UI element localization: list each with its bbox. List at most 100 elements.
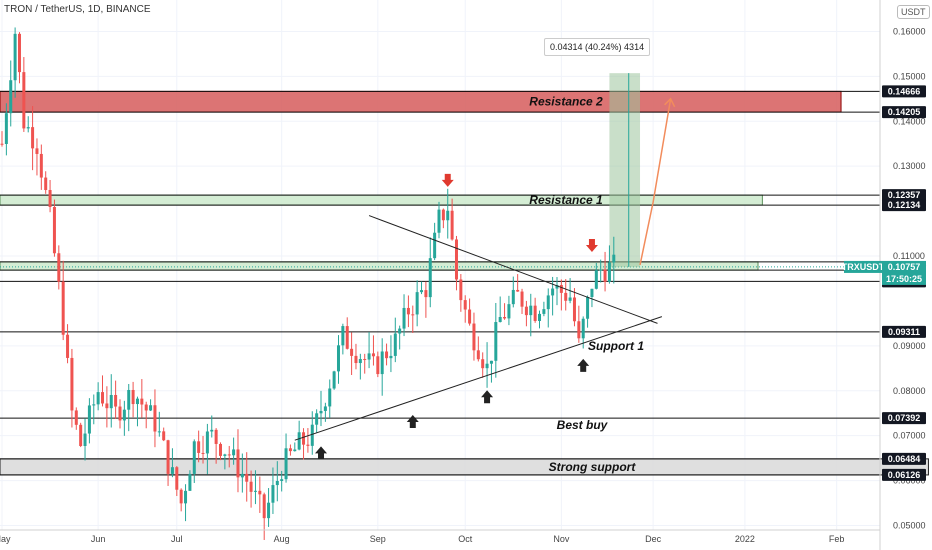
candle-body [135, 398, 139, 405]
candle-body [328, 388, 332, 407]
candle-body [503, 317, 507, 319]
candle-body [175, 467, 179, 490]
candle-body [118, 406, 122, 421]
horizontal-levels [0, 90, 880, 476]
zone-rect [0, 90, 842, 113]
candle-body [454, 239, 458, 280]
candle-body [476, 350, 480, 360]
candle-body [9, 80, 13, 114]
down-arrow-marker [441, 173, 454, 187]
candle-body [559, 285, 563, 293]
candle-body [297, 432, 301, 450]
candle-body [101, 392, 105, 404]
candle-body [22, 72, 26, 129]
candle-body [66, 334, 70, 358]
candle-body [594, 270, 598, 289]
y-tick-label: 0.09000 [893, 341, 926, 351]
candle-body [533, 305, 537, 321]
candle-body [564, 292, 568, 301]
x-tick-label: Jul [171, 534, 183, 544]
candle-body [590, 288, 594, 297]
candle-body [162, 431, 166, 441]
up-arrow-marker [481, 390, 494, 404]
candle-body [61, 281, 65, 335]
candle-body [393, 333, 397, 356]
candle-body [494, 322, 498, 361]
candle-body [428, 258, 432, 298]
candle-body [350, 348, 354, 356]
candle-body [380, 351, 384, 375]
candle-body [586, 296, 590, 319]
y-tick-label: 0.08000 [893, 386, 926, 396]
candle-body [367, 353, 371, 360]
candle-body [26, 127, 30, 129]
candle-body [489, 360, 493, 364]
candle-body [481, 359, 485, 369]
x-tick-label: 2022 [735, 534, 755, 544]
current-price-box [882, 260, 926, 285]
zone-labels: Resistance 2 Resistance 1 Strong support Su… [529, 95, 644, 474]
y-tick-label: 0.05000 [893, 521, 926, 531]
x-tick-label: May [0, 534, 11, 544]
candles [0, 27, 616, 540]
candle-body [105, 403, 109, 409]
chart-title: TRON / TetherUS, 1D, BINANCE [4, 4, 151, 15]
x-tick-label: Dec [645, 534, 662, 544]
down-arrow-marker [585, 239, 598, 253]
candle-body [188, 473, 192, 491]
price-label-box [882, 412, 926, 425]
price-label: 0.12134 [888, 200, 921, 210]
currency-badge[interactable]: USDT [897, 5, 930, 19]
candle-body [170, 467, 174, 474]
candle-body [140, 398, 144, 405]
measure-box [609, 73, 641, 267]
candle-body [267, 502, 271, 519]
candle-body [568, 297, 572, 301]
candle-body [223, 454, 227, 456]
y-tick-label: 0.15000 [893, 71, 926, 81]
price-label: 0.12357 [888, 190, 921, 200]
candle-body [315, 413, 319, 425]
candle-body [524, 306, 528, 316]
zone-label: Strong support [549, 460, 637, 474]
candle-body [205, 431, 209, 454]
candle-body [345, 326, 349, 349]
candle-body [450, 210, 454, 240]
candle-body [437, 209, 441, 233]
y-tick-label: 0.11000 [893, 251, 925, 261]
candle-body [319, 410, 323, 414]
candle-body [459, 279, 463, 301]
y-tick-label: 0.16000 [893, 26, 926, 36]
countdown-label: 17:50:25 [886, 274, 922, 284]
candle-body [92, 404, 96, 406]
candle-body [310, 424, 314, 446]
candle-body [323, 406, 327, 411]
candle-body [599, 269, 603, 271]
candle-body [44, 177, 48, 191]
up-arrow-marker [577, 358, 590, 372]
price-label-box [882, 106, 926, 119]
candle-body [463, 300, 467, 310]
candle-body [153, 405, 157, 432]
candle-body [446, 210, 450, 221]
candle-body [581, 318, 585, 339]
candle-body [498, 317, 502, 323]
measure-rect [609, 73, 641, 267]
candle-body [131, 389, 135, 405]
up-arrow-marker [406, 414, 419, 428]
candle-body [227, 454, 231, 456]
candle-body [13, 33, 17, 81]
candle-body [184, 490, 188, 504]
candle-body [468, 309, 472, 324]
projection-arrowhead [664, 97, 676, 108]
candle-body [411, 314, 415, 316]
candle-body [555, 285, 559, 289]
current-price-label: 0.10757 [888, 262, 921, 272]
candle-body [371, 353, 375, 357]
candle-body [406, 307, 410, 315]
candle-body [385, 351, 389, 359]
candle-body [87, 405, 91, 434]
symbol-tag: TRXUSDT [842, 262, 885, 272]
candle-body [551, 288, 555, 296]
